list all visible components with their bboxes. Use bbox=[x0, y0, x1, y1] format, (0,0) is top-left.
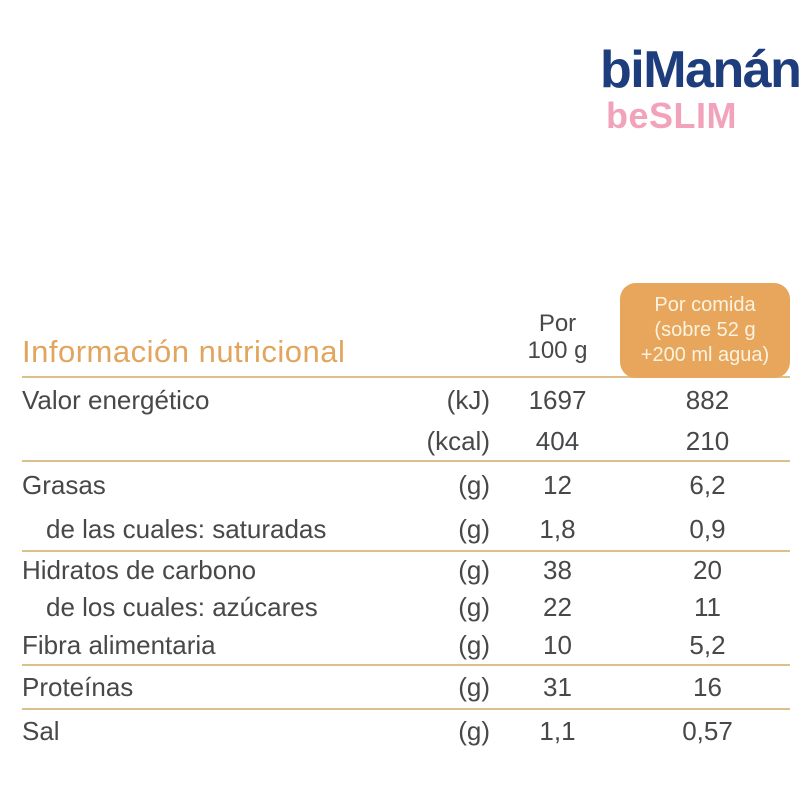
value-per-serving: 882 bbox=[685, 384, 730, 415]
table-title: Información nutricional bbox=[22, 334, 346, 369]
nutrient-unit: (g) bbox=[458, 469, 490, 500]
nutrient-unit: (kcal) bbox=[426, 425, 490, 456]
row-divider bbox=[22, 460, 790, 462]
table-body: Valor energético (kJ) 1697 882 (kcal) 40… bbox=[22, 378, 790, 752]
table-row: Fibra alimentaria (g) 10 5,2 bbox=[22, 626, 790, 664]
nutrient-unit: (kJ) bbox=[446, 384, 490, 415]
nutrient-label: de las cuales: saturadas bbox=[46, 513, 327, 544]
column-header-per-100g: Por 100 g bbox=[490, 310, 625, 364]
value-per-serving: 6,2 bbox=[689, 469, 726, 500]
value-per-100g: 404 bbox=[535, 425, 580, 456]
value-per-serving: 20 bbox=[693, 554, 722, 585]
value-per-serving: 16 bbox=[693, 671, 722, 702]
nutrient-unit: (g) bbox=[458, 513, 490, 544]
value-per-serving: 0,9 bbox=[689, 513, 726, 544]
nutrient-unit: (g) bbox=[458, 629, 490, 660]
table-header: Información nutricional Por 100 g Por co… bbox=[22, 283, 790, 378]
column-header-per-serving: Por comida (sobre 52 g +200 ml agua) bbox=[620, 283, 790, 378]
value-per-serving: 210 bbox=[685, 425, 730, 456]
header-divider bbox=[22, 376, 790, 378]
brand-logo: biManán® beSLIM bbox=[600, 44, 800, 134]
nutrient-unit: (g) bbox=[458, 715, 490, 746]
column-header-per-100g-line1: Por bbox=[538, 310, 577, 337]
row-divider bbox=[22, 550, 790, 552]
brand-name: biManán bbox=[600, 41, 800, 99]
table-row: Valor energético (kJ) 1697 882 bbox=[22, 378, 790, 422]
nutrient-label: de los cuales: azúcares bbox=[46, 591, 318, 622]
nutrient-label: Valor energético bbox=[22, 384, 210, 415]
nutrient-label: Fibra alimentaria bbox=[22, 629, 216, 660]
nutrient-label: Grasas bbox=[22, 469, 106, 500]
value-per-100g: 1,1 bbox=[539, 715, 576, 746]
table-row: Sal (g) 1,1 0,57 bbox=[22, 710, 790, 752]
table-row: Grasas (g) 12 6,2 bbox=[22, 462, 790, 508]
table-row: de las cuales: saturadas (g) 1,8 0,9 bbox=[22, 508, 790, 550]
value-per-100g: 38 bbox=[543, 554, 572, 585]
value-per-100g: 31 bbox=[543, 671, 572, 702]
nutrient-label: Hidratos de carbono bbox=[22, 554, 257, 585]
row-divider bbox=[22, 708, 790, 710]
nutrient-unit: (g) bbox=[458, 554, 490, 585]
value-per-serving: 5,2 bbox=[689, 629, 726, 660]
table-row: de los cuales: azúcares (g) 22 11 bbox=[22, 588, 790, 626]
value-per-100g: 12 bbox=[543, 469, 572, 500]
sub-brand-name: beSLIM bbox=[606, 95, 738, 136]
nutrient-unit: (g) bbox=[458, 671, 490, 702]
nutrition-table: Información nutricional Por 100 g Por co… bbox=[22, 283, 790, 752]
value-per-100g: 10 bbox=[543, 629, 572, 660]
column-header-per-serving-line3: +200 ml agua) bbox=[640, 344, 770, 366]
table-row: (kcal) 404 210 bbox=[22, 422, 790, 460]
value-per-100g: 1,8 bbox=[539, 513, 576, 544]
nutrient-label: Sal bbox=[22, 715, 60, 746]
value-per-serving: 0,57 bbox=[682, 715, 733, 746]
value-per-serving: 11 bbox=[694, 591, 721, 622]
table-row: Hidratos de carbono (g) 38 20 bbox=[22, 552, 790, 588]
brand-name-line: biManán® bbox=[600, 44, 800, 96]
row-divider bbox=[22, 664, 790, 666]
table-row: Proteínas (g) 31 16 bbox=[22, 666, 790, 708]
value-per-100g: 1697 bbox=[528, 384, 587, 415]
column-header-per-100g-line2: 100 g bbox=[527, 337, 588, 364]
column-header-per-serving-line1: Por comida bbox=[654, 294, 756, 316]
nutrient-unit: (g) bbox=[458, 591, 490, 622]
column-header-per-serving-line2: (sobre 52 g bbox=[654, 319, 756, 341]
value-per-100g: 22 bbox=[543, 591, 572, 622]
nutrient-label: Proteínas bbox=[22, 671, 134, 702]
